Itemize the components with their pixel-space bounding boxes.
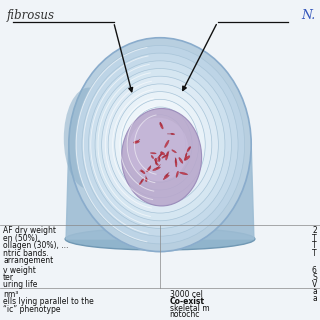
Text: notochc: notochc bbox=[170, 310, 200, 319]
Text: ntric bands.: ntric bands. bbox=[3, 249, 49, 258]
Ellipse shape bbox=[187, 147, 191, 152]
Ellipse shape bbox=[115, 92, 205, 198]
Ellipse shape bbox=[180, 172, 188, 175]
Ellipse shape bbox=[128, 107, 192, 182]
Text: N.: N. bbox=[301, 9, 315, 22]
Ellipse shape bbox=[151, 156, 154, 159]
Ellipse shape bbox=[164, 140, 169, 148]
Text: 2: 2 bbox=[312, 227, 317, 236]
Ellipse shape bbox=[153, 167, 160, 171]
Ellipse shape bbox=[133, 141, 140, 143]
Ellipse shape bbox=[145, 178, 147, 182]
Ellipse shape bbox=[134, 115, 186, 175]
Text: 6: 6 bbox=[312, 266, 317, 275]
Ellipse shape bbox=[158, 158, 160, 162]
Ellipse shape bbox=[185, 152, 187, 160]
Ellipse shape bbox=[65, 228, 255, 250]
Ellipse shape bbox=[95, 68, 225, 221]
Text: nm³: nm³ bbox=[3, 290, 19, 299]
Ellipse shape bbox=[160, 122, 163, 129]
Ellipse shape bbox=[150, 153, 156, 154]
Text: v weight: v weight bbox=[3, 266, 36, 275]
Text: fibrosus: fibrosus bbox=[6, 9, 54, 22]
Ellipse shape bbox=[89, 61, 231, 228]
Text: T: T bbox=[312, 234, 317, 243]
Text: en (50%),: en (50%), bbox=[3, 234, 40, 243]
Ellipse shape bbox=[82, 53, 238, 236]
Ellipse shape bbox=[76, 45, 244, 244]
Text: ter: ter bbox=[3, 273, 14, 282]
Ellipse shape bbox=[128, 118, 188, 181]
Ellipse shape bbox=[163, 175, 169, 180]
Text: “ic” phenotype: “ic” phenotype bbox=[3, 305, 61, 314]
Ellipse shape bbox=[155, 158, 157, 163]
Text: S: S bbox=[312, 273, 317, 282]
Ellipse shape bbox=[162, 155, 166, 158]
Ellipse shape bbox=[139, 179, 144, 185]
Ellipse shape bbox=[165, 152, 168, 160]
Ellipse shape bbox=[141, 170, 145, 174]
Ellipse shape bbox=[102, 76, 218, 213]
Ellipse shape bbox=[176, 171, 179, 177]
Text: T: T bbox=[312, 249, 317, 258]
Ellipse shape bbox=[164, 174, 168, 178]
Text: ollagen (30%), ...: ollagen (30%), ... bbox=[3, 242, 68, 251]
Polygon shape bbox=[66, 145, 254, 252]
Ellipse shape bbox=[172, 150, 176, 153]
Ellipse shape bbox=[171, 133, 175, 135]
Text: uring life: uring life bbox=[3, 280, 37, 289]
Text: 3000 cel: 3000 cel bbox=[170, 290, 203, 299]
Ellipse shape bbox=[147, 166, 151, 172]
Ellipse shape bbox=[175, 158, 177, 167]
Text: arrangement: arrangement bbox=[3, 256, 53, 265]
Text: ells lying parallel to the: ells lying parallel to the bbox=[3, 297, 94, 306]
Text: a: a bbox=[312, 287, 317, 296]
Ellipse shape bbox=[157, 153, 163, 158]
Ellipse shape bbox=[64, 88, 114, 189]
Ellipse shape bbox=[108, 84, 212, 205]
Ellipse shape bbox=[69, 38, 251, 252]
Ellipse shape bbox=[122, 108, 202, 206]
Ellipse shape bbox=[121, 99, 199, 190]
Text: V: V bbox=[312, 280, 317, 289]
Text: skeletal m: skeletal m bbox=[170, 304, 209, 313]
Text: Co-exist: Co-exist bbox=[170, 297, 204, 306]
Text: AF dry weight: AF dry weight bbox=[3, 227, 56, 236]
Ellipse shape bbox=[184, 156, 190, 160]
Ellipse shape bbox=[155, 162, 158, 165]
Ellipse shape bbox=[160, 152, 165, 155]
Ellipse shape bbox=[179, 157, 183, 163]
Text: a: a bbox=[312, 294, 317, 303]
Text: T: T bbox=[312, 242, 317, 251]
